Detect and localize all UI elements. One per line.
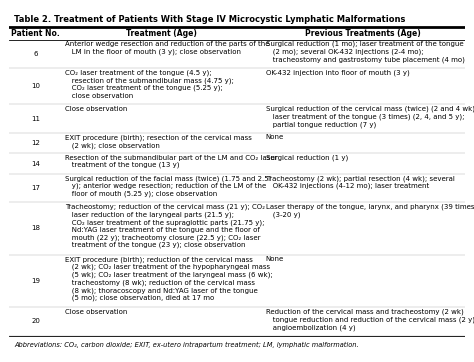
Text: CO₂ laser treatment of the tongue (4.5 y);
   resection of the submandibular mas: CO₂ laser treatment of the tongue (4.5 y… [65,70,234,98]
Text: Table 2. Treatment of Patients With Stage IV Microcystic Lymphatic Malformations: Table 2. Treatment of Patients With Stag… [14,15,405,24]
Text: Reduction of the cervical mass and tracheostomy (2 wk)
   tongue reduction and r: Reduction of the cervical mass and trach… [265,308,474,331]
Text: Previous Treatments (Age): Previous Treatments (Age) [305,29,421,38]
Text: 18: 18 [31,226,40,231]
Text: EXIT procedure (birth); reduction of the cervical mass
   (2 wk); CO₂ laser trea: EXIT procedure (birth); reduction of the… [65,256,273,301]
Text: Close observation: Close observation [65,106,128,112]
Text: 11: 11 [31,116,40,122]
Text: Treatment (Age): Treatment (Age) [127,29,197,38]
Text: Surgical reduction of the cervical mass (twice) (2 and 4 wk);
   laser treatment: Surgical reduction of the cervical mass … [265,106,474,128]
Text: 20: 20 [31,319,40,324]
Text: None: None [265,256,284,262]
Text: 10: 10 [31,83,40,89]
Text: Tracheostomy; reduction of the cervical mass (21 y); CO₂
   laser reduction of t: Tracheostomy; reduction of the cervical … [65,203,265,248]
Text: Laser therapy of the tongue, larynx, and pharynx (39 times)
   (3-20 y): Laser therapy of the tongue, larynx, and… [265,203,474,218]
Text: Abbreviations: CO₂, carbon dioxide; EXIT, ex-utero intrapartum treatment; LM, ly: Abbreviations: CO₂, carbon dioxide; EXIT… [14,342,359,348]
Text: Resection of the submandibular part of the LM and CO₂ laser
   treatment of the : Resection of the submandibular part of t… [65,155,278,168]
Text: 12: 12 [31,140,40,146]
Text: Patient No.: Patient No. [11,29,60,38]
Text: 14: 14 [31,160,40,167]
Text: Surgical reduction (1 mo); laser treatment of the tongue
   (2 mo); several OK-4: Surgical reduction (1 mo); laser treatme… [265,41,465,63]
Text: Surgical reduction of the facial mass (twice) (1.75 and 2.5
   y); anterior wedg: Surgical reduction of the facial mass (t… [65,175,269,197]
Text: Anterior wedge resection and reduction of the parts of the
   LM in the floor of: Anterior wedge resection and reduction o… [65,41,270,55]
Text: Tracheostomy (2 wk); partial resection (4 wk); several
   OK-432 injections (4-1: Tracheostomy (2 wk); partial resection (… [265,175,455,189]
Text: EXIT procedure (birth); resection of the cervical mass
   (2 wk); close observat: EXIT procedure (birth); resection of the… [65,134,252,148]
Text: Surgical reduction (1 y): Surgical reduction (1 y) [265,155,348,161]
Text: OK-432 injection into floor of mouth (3 y): OK-432 injection into floor of mouth (3 … [265,70,410,76]
Text: 17: 17 [31,185,40,191]
Text: 6: 6 [33,51,38,57]
Text: 19: 19 [31,278,40,284]
Text: None: None [265,134,284,140]
Text: Close observation: Close observation [65,308,128,315]
